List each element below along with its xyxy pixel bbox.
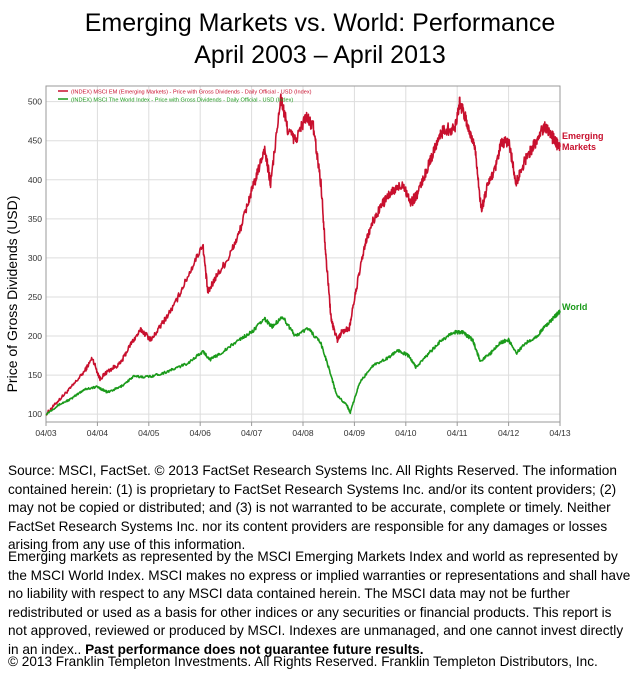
y-tick-label: 200 bbox=[28, 331, 42, 341]
series-line-world bbox=[45, 309, 561, 416]
disclaimer-text: Emerging markets as represented by the M… bbox=[8, 549, 631, 657]
y-tick-label: 250 bbox=[28, 292, 42, 302]
copyright-note: © 2013 Franklin Templeton Investments. A… bbox=[8, 654, 598, 669]
x-tick-label: 04/04 bbox=[87, 428, 109, 438]
x-tick-label: 04/11 bbox=[447, 428, 468, 438]
x-tick-label: 04/08 bbox=[292, 428, 314, 438]
grid-layer bbox=[45, 86, 561, 422]
series-end-label: Markets bbox=[562, 142, 596, 152]
disclaimer-bold: Past performance does not guarantee futu… bbox=[85, 641, 424, 657]
disclaimer: Emerging markets as represented by the M… bbox=[8, 548, 634, 659]
x-tick-label: 04/13 bbox=[549, 428, 571, 438]
y-tick-label: 300 bbox=[28, 253, 42, 263]
y-tick-label: 350 bbox=[28, 214, 42, 224]
source-note: Source: MSCI, FactSet. © 2013 FactSet Re… bbox=[8, 463, 617, 552]
performance-chart: Price of Gross Dividends (USD) 100 150 200… bbox=[4, 85, 604, 438]
x-tick-label: 04/03 bbox=[35, 428, 57, 438]
y-tick-label: 100 bbox=[28, 409, 42, 419]
y-axis-label: Price of Gross Dividends (USD) bbox=[4, 196, 20, 393]
series-end-label: Emerging bbox=[562, 131, 604, 141]
series-end-label: World bbox=[562, 302, 587, 312]
x-tick-label: 04/05 bbox=[138, 428, 160, 438]
legend-entry: (INDEX) MSCI EM (Emerging Markets) - Pri… bbox=[71, 89, 312, 95]
x-tick-label: 04/06 bbox=[190, 428, 212, 438]
x-tick-label: 04/09 bbox=[344, 428, 366, 438]
x-tick-label: 04/12 bbox=[498, 428, 520, 438]
chart-title-line1: Emerging Markets vs. World: Performance bbox=[84, 9, 556, 37]
x-tick-label: 04/07 bbox=[241, 428, 263, 438]
y-tick-label: 500 bbox=[28, 97, 42, 107]
legend-entry: (INDEX) MSCI The World Index - Price wit… bbox=[71, 97, 293, 103]
chart-title-line2: April 2003 – April 2013 bbox=[194, 41, 446, 69]
y-tick-label: 400 bbox=[28, 175, 42, 185]
series-line-emerging-markets bbox=[45, 93, 561, 416]
y-tick-label: 150 bbox=[28, 370, 42, 380]
legend: (INDEX) MSCI EM (Emerging Markets) - Pri… bbox=[58, 89, 312, 103]
y-tick-label: 450 bbox=[28, 136, 42, 146]
axis-layer: 100 150 200 250 300 350 400 450 500 04/03 04/04 04/… bbox=[28, 97, 571, 438]
x-tick-label: 04/10 bbox=[395, 428, 417, 438]
